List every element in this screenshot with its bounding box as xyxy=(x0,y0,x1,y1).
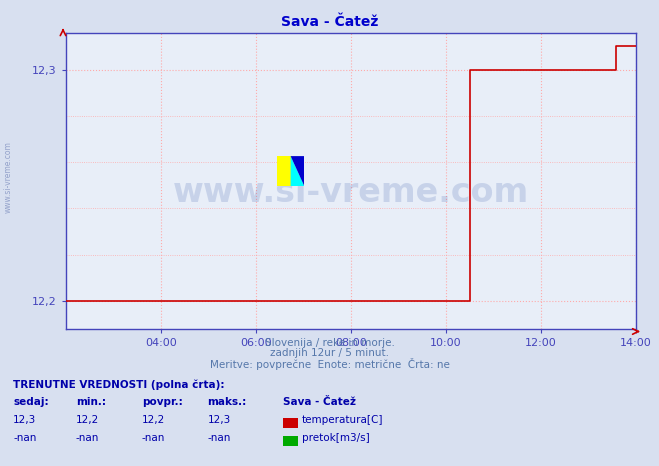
Text: www.si-vreme.com: www.si-vreme.com xyxy=(3,141,13,213)
Polygon shape xyxy=(291,156,304,186)
Text: -nan: -nan xyxy=(13,433,36,443)
Text: pretok[m3/s]: pretok[m3/s] xyxy=(302,433,370,443)
Text: 12,3: 12,3 xyxy=(208,415,231,425)
Text: Sava - Čatež: Sava - Čatež xyxy=(281,15,378,29)
Text: min.:: min.: xyxy=(76,397,106,407)
Text: TRENUTNE VREDNOSTI (polna črta):: TRENUTNE VREDNOSTI (polna črta): xyxy=(13,380,225,391)
Text: Meritve: povprečne  Enote: metrične  Črta: ne: Meritve: povprečne Enote: metrične Črta:… xyxy=(210,358,449,370)
Text: Slovenija / reke in morje.: Slovenija / reke in morje. xyxy=(264,338,395,348)
Text: sedaj:: sedaj: xyxy=(13,397,49,407)
Text: -nan: -nan xyxy=(76,433,99,443)
Text: www.si-vreme.com: www.si-vreme.com xyxy=(173,176,529,209)
Text: maks.:: maks.: xyxy=(208,397,247,407)
Text: temperatura[C]: temperatura[C] xyxy=(302,415,384,425)
Text: 12,2: 12,2 xyxy=(76,415,99,425)
Bar xyxy=(277,156,291,186)
Text: -nan: -nan xyxy=(208,433,231,443)
Text: zadnjih 12ur / 5 minut.: zadnjih 12ur / 5 minut. xyxy=(270,348,389,358)
Polygon shape xyxy=(291,156,304,186)
Text: 12,3: 12,3 xyxy=(13,415,36,425)
Text: -nan: -nan xyxy=(142,433,165,443)
Text: 12,2: 12,2 xyxy=(142,415,165,425)
Text: Sava - Čatež: Sava - Čatež xyxy=(283,397,357,407)
Text: povpr.:: povpr.: xyxy=(142,397,183,407)
